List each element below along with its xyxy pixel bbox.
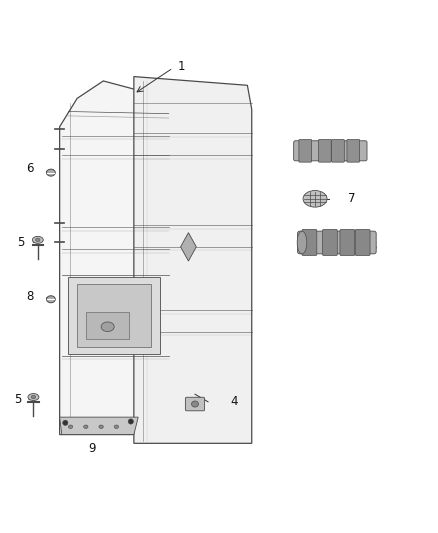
Ellipse shape	[128, 419, 134, 424]
Ellipse shape	[99, 425, 103, 429]
Text: 5: 5	[14, 393, 21, 406]
Polygon shape	[180, 233, 196, 261]
FancyBboxPatch shape	[332, 140, 344, 162]
Polygon shape	[68, 277, 160, 354]
Polygon shape	[60, 81, 169, 434]
FancyBboxPatch shape	[340, 229, 355, 256]
Ellipse shape	[68, 425, 73, 429]
FancyBboxPatch shape	[293, 141, 367, 161]
Polygon shape	[77, 284, 151, 348]
Text: 5: 5	[18, 236, 25, 249]
Ellipse shape	[35, 238, 40, 241]
Polygon shape	[86, 312, 130, 338]
Text: 3: 3	[370, 240, 377, 253]
Ellipse shape	[31, 395, 35, 399]
Ellipse shape	[84, 425, 88, 429]
Ellipse shape	[63, 420, 68, 425]
FancyBboxPatch shape	[297, 231, 376, 254]
Polygon shape	[60, 417, 138, 434]
FancyBboxPatch shape	[302, 229, 317, 256]
Ellipse shape	[297, 231, 307, 254]
FancyBboxPatch shape	[355, 229, 370, 256]
Ellipse shape	[28, 393, 39, 400]
FancyBboxPatch shape	[299, 140, 311, 162]
Ellipse shape	[32, 236, 43, 244]
Text: 6: 6	[26, 161, 33, 175]
Ellipse shape	[114, 425, 119, 429]
FancyBboxPatch shape	[185, 397, 205, 411]
Text: 9: 9	[88, 442, 96, 455]
Polygon shape	[134, 77, 252, 443]
FancyBboxPatch shape	[318, 140, 331, 162]
Text: 4: 4	[230, 395, 237, 408]
Ellipse shape	[46, 296, 55, 303]
Text: 1: 1	[177, 60, 185, 73]
Text: 7: 7	[348, 192, 355, 205]
FancyBboxPatch shape	[322, 229, 337, 256]
Ellipse shape	[101, 322, 114, 332]
FancyBboxPatch shape	[347, 140, 360, 162]
Text: 2: 2	[357, 140, 364, 153]
Ellipse shape	[303, 190, 327, 207]
Ellipse shape	[46, 169, 55, 176]
Text: 8: 8	[26, 290, 33, 303]
Ellipse shape	[191, 401, 198, 407]
